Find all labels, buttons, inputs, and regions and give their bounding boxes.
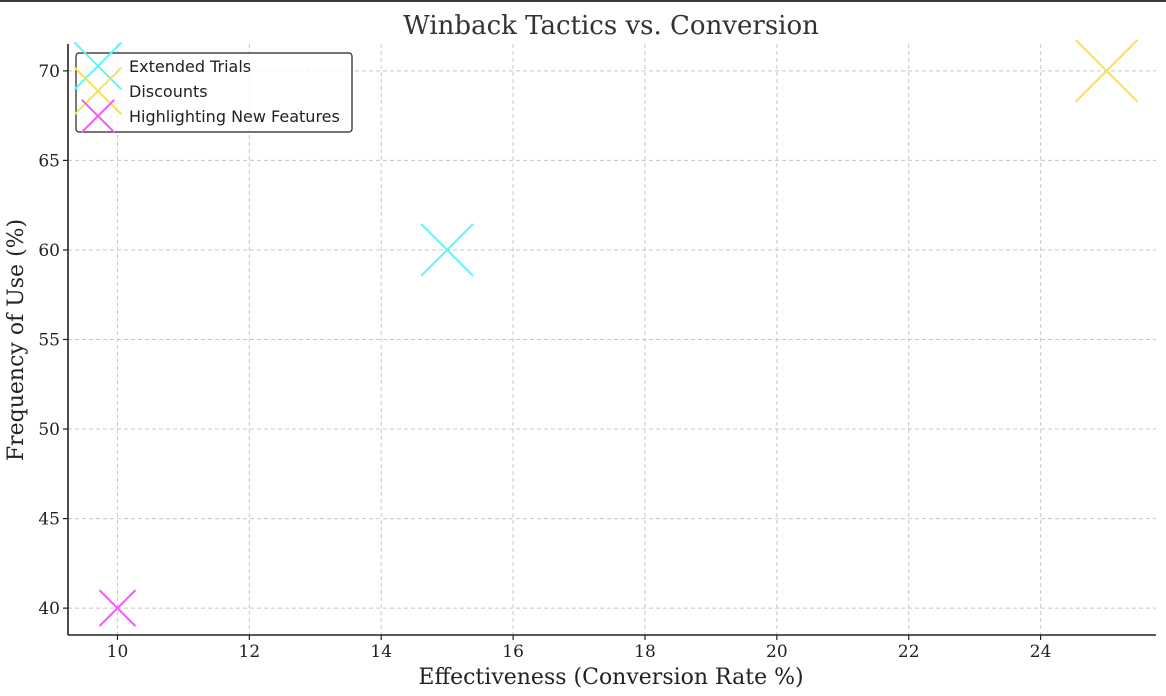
y-tick-label: 65 (38, 151, 60, 171)
x-axis-label: Effectiveness (Conversion Rate %) (418, 665, 803, 690)
legend-label: Extended Trials (129, 57, 251, 76)
x-tick-label: 18 (634, 642, 656, 662)
x-tick-label: 14 (370, 642, 392, 662)
x-tick-label: 24 (1030, 642, 1052, 662)
top-border (0, 0, 1166, 2)
data-markers (98, 39, 1139, 627)
x-tick-label: 10 (107, 642, 129, 662)
y-axis-label: Frequency of Use (%) (4, 219, 29, 461)
x-tick-label: 16 (502, 642, 524, 662)
y-tick-label: 70 (38, 62, 60, 82)
legend-marker (81, 99, 115, 133)
y-tick-label: 45 (38, 510, 60, 530)
data-point-marker (98, 589, 137, 627)
x-tick-label: 20 (766, 642, 788, 662)
x-tick-label: 22 (898, 642, 920, 662)
y-tick-label: 60 (38, 241, 60, 261)
legend-marker (73, 66, 123, 116)
grid (68, 44, 1156, 635)
data-point-marker (420, 223, 474, 277)
legend-label: Discounts (129, 82, 208, 101)
chart-title: Winback Tactics vs. Conversion (403, 11, 819, 41)
legend-label: Highlighting New Features (129, 107, 340, 126)
legend-marker (73, 41, 123, 91)
axis-ticks: 10 12 14 16 18 20 22 24 40 45 50 55 60 65 70 (38, 62, 1051, 662)
y-tick-label: 55 (38, 331, 60, 351)
legend: Extended Trials Discounts Highlighting New… (73, 41, 353, 133)
y-tick-label: 40 (38, 599, 60, 619)
legend-box (75, 52, 353, 133)
y-tick-label: 50 (38, 420, 60, 440)
x-tick-label: 12 (239, 642, 261, 662)
data-point-marker (1074, 39, 1139, 103)
